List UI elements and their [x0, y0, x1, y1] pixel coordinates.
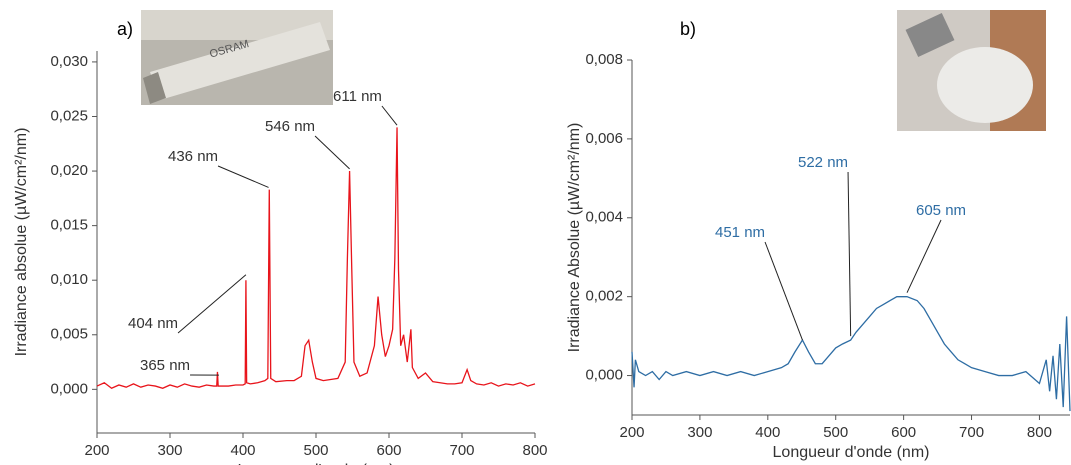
leader-line [314, 135, 350, 170]
x-tick-label: 300 [687, 424, 712, 441]
x-tick-label: 200 [619, 424, 644, 441]
y-tick-label: 0,025 [50, 107, 88, 124]
photo-bulb [897, 10, 1046, 131]
peak-label: 611 nm [333, 88, 382, 105]
x-tick-label: 700 [959, 424, 984, 441]
y-tick-label: 0,006 [585, 130, 623, 147]
y-tick-label: 0,010 [50, 271, 88, 288]
y-tick-label: 0,008 [585, 51, 623, 68]
photo-tube: OSRAM [141, 10, 333, 105]
x-tick-label: 400 [755, 424, 780, 441]
peak-label: 605 nm [916, 202, 966, 219]
x-axis-title: Longueur d'onde (nm) [773, 444, 930, 461]
y-tick-label: 0,015 [50, 217, 88, 234]
peak-label: 522 nm [798, 154, 848, 171]
spectrum-line [631, 296, 1071, 412]
leader-line [764, 241, 803, 341]
y-tick-label: 0,030 [50, 53, 88, 70]
y-tick-label: 0,000 [585, 367, 623, 384]
peak-label: 436 nm [168, 148, 218, 165]
x-tick-label: 400 [230, 442, 255, 459]
leader-line [381, 105, 398, 126]
peak-label: 546 nm [265, 118, 315, 135]
x-tick-label: 800 [1027, 424, 1052, 441]
y-axis-title: Irradiance absolue (µW/cm²/nm) [13, 128, 30, 357]
leader-line [217, 165, 269, 188]
panel-label: a) [117, 19, 133, 39]
y-tick-label: 0,005 [50, 326, 88, 343]
peak-label: 365 nm [140, 357, 190, 374]
leader-line [177, 274, 247, 334]
peak-label: 404 nm [128, 315, 178, 332]
y-tick-label: 0,004 [585, 209, 623, 226]
y-tick-label: 0,000 [50, 380, 88, 397]
y-axis-title: Irradiance Absolue (µW/cm²/nm) [566, 123, 583, 353]
x-tick-label: 600 [891, 424, 916, 441]
x-tick-label: 500 [823, 424, 848, 441]
x-tick-label: 700 [449, 442, 474, 459]
y-tick-label: 0,002 [585, 288, 623, 305]
x-tick-label: 300 [157, 442, 182, 459]
leader-line [906, 219, 942, 293]
spectrum-line [96, 127, 536, 389]
panel-label: b) [680, 19, 696, 39]
leader-line [847, 171, 852, 337]
x-tick-label: 200 [84, 442, 109, 459]
x-tick-label: 500 [303, 442, 328, 459]
x-axis-title: Longueur d'onde (nm) [238, 462, 395, 465]
peak-label: 451 nm [715, 224, 765, 241]
x-tick-label: 800 [522, 442, 547, 459]
y-tick-label: 0,020 [50, 162, 88, 179]
x-tick-label: 600 [376, 442, 401, 459]
